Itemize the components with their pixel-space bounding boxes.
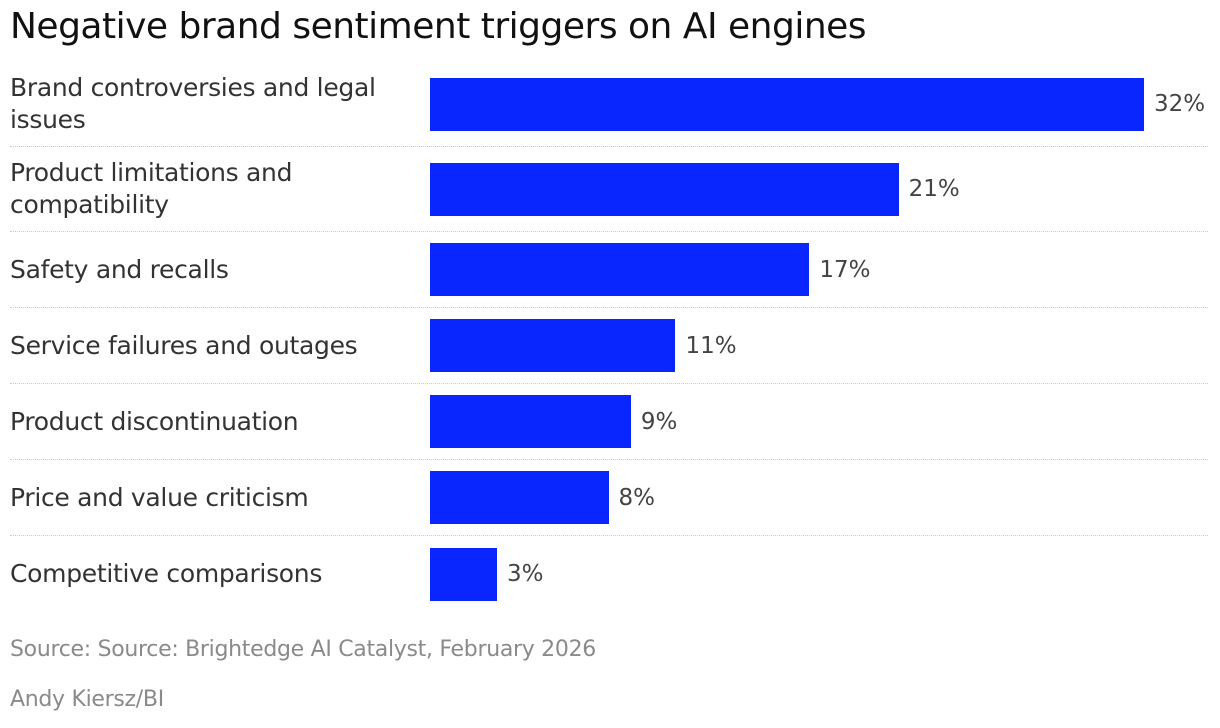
credit-note: Andy Kiersz/BI (10, 687, 164, 712)
value-label: 11% (685, 332, 737, 359)
bar-row: Product discontinuation 9% (10, 384, 1208, 460)
category-label: Safety and recalls (10, 254, 229, 284)
bar-row: Brand controversies and legal issues 32% (10, 62, 1208, 147)
bar (430, 395, 631, 448)
bar-row: Product limitations and compatibility 21% (10, 147, 1208, 232)
category-label: Price and value criticism (10, 482, 309, 512)
category-label: Product limitations and compatibility (10, 158, 293, 219)
category-label: Product discontinuation (10, 406, 299, 436)
value-label: 9% (640, 408, 678, 435)
value-label: 32% (1154, 91, 1206, 117)
category-label: Brand controversies and legal issues (10, 73, 376, 134)
bar-row: Price and value criticism 8% (10, 460, 1208, 536)
chart-title: Negative brand sentiment triggers on AI … (10, 6, 867, 47)
bar (430, 547, 497, 601)
value-label: 8% (618, 484, 656, 511)
value-label: 21% (908, 176, 960, 202)
bar-row: Competitive comparisons 3% (10, 536, 1208, 612)
value-label: 17% (819, 256, 871, 283)
category-label: Service failures and outages (10, 330, 358, 360)
bar (430, 162, 899, 216)
bar-row: Safety and recalls 17% (10, 232, 1208, 308)
source-note: Source: Source: Brightedge AI Catalyst, … (10, 637, 596, 662)
bar (430, 319, 676, 372)
category-label: Competitive comparisons (10, 559, 323, 588)
bar (430, 471, 609, 524)
value-label: 3% (506, 561, 544, 587)
bar (430, 243, 810, 296)
bar (430, 77, 1144, 131)
bar-row: Service failures and outages 11% (10, 308, 1208, 384)
bar-rows: Brand controversies and legal issues 32% P… (10, 62, 1208, 612)
